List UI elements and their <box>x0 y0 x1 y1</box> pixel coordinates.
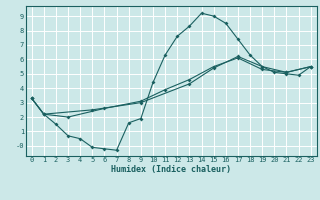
X-axis label: Humidex (Indice chaleur): Humidex (Indice chaleur) <box>111 165 231 174</box>
